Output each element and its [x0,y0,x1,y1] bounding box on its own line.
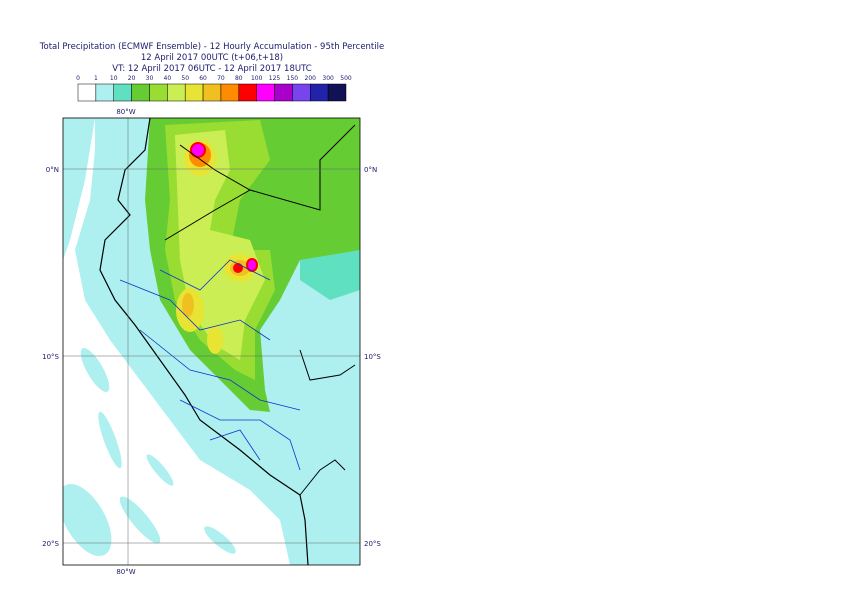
legend-label: 1 [94,75,98,82]
legend-swatch [77,83,97,102]
map [63,118,360,565]
map-frame [62,117,361,566]
legend-label: 300 [322,75,334,82]
legend-label: 500 [340,75,352,82]
meridian-label: 80°W [116,568,135,576]
legend-label: 20 [128,75,136,82]
legend-label: 80 [235,75,243,82]
meridian-label: 80°W [116,108,135,116]
legend-label: 10 [110,75,118,82]
valid-time: VT: 12 April 2017 06UTC - 12 April 2017 … [112,64,311,74]
legend-label: 40 [164,75,172,82]
legend-swatch [256,83,275,102]
legend-swatch [292,83,311,102]
legend-swatch [95,83,114,102]
graticule [63,118,360,565]
parallel-label: 10°S [364,353,381,361]
legend-swatch [327,83,347,102]
legend-swatch [149,83,168,102]
legend-swatch [184,83,204,102]
legend-swatch [220,83,240,102]
legend-label: 150 [287,75,299,82]
legend-swatch [202,83,222,102]
legend-swatch [113,83,132,102]
legend-label: 0 [76,75,80,82]
legend-label: 125 [269,75,281,82]
legend-label: 50 [181,75,189,82]
legend-swatch [131,83,150,102]
legend: 0 1 10 20 30 40 50 60 70 80 100 125 150 200 300 500 [76,75,352,102]
parallel-label: 20°S [364,540,381,548]
run-time: 12 April 2017 00UTC (t+06,t+18) [141,53,283,63]
legend-label: 70 [217,75,225,82]
legend-swatch [238,83,257,102]
legend-label: 200 [305,75,317,82]
legend-swatch [167,83,186,102]
parallel-label: 0°N [46,166,59,174]
legend-label: 100 [251,75,263,82]
legend-label: 30 [146,75,154,82]
parallel-label: 10°S [42,353,59,361]
parallel-label: 0°N [364,166,377,174]
parallel-label: 20°S [42,540,59,548]
title: Total Precipitation (ECMWF Ensemble) - 1… [39,42,384,52]
legend-swatch [310,83,329,102]
legend-swatch [274,83,293,102]
legend-label: 60 [199,75,207,82]
